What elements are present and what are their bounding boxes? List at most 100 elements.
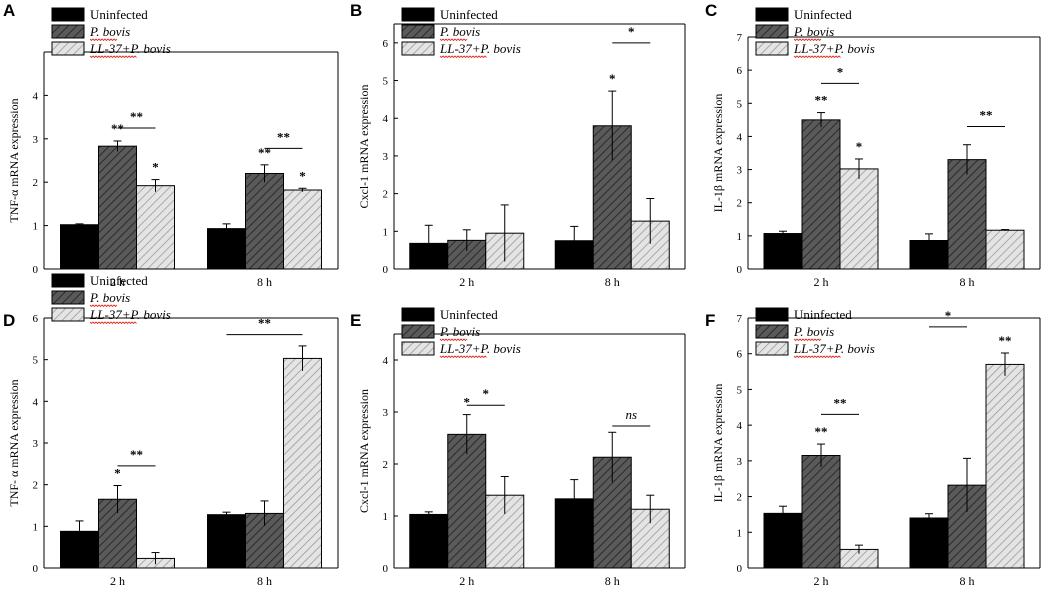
y-tick-label: 3	[33, 438, 39, 450]
y-tick-label: 1	[383, 226, 389, 238]
y-tick-label: 7	[737, 313, 743, 325]
bar-ll37-p-bovis	[283, 189, 322, 270]
bar-p-bovis	[447, 433, 487, 569]
bar-p-bovis	[245, 173, 284, 270]
y-tick-label: 5	[33, 355, 39, 367]
x-category-label: 2 h	[459, 275, 474, 289]
y-tick-label: 0	[33, 563, 39, 575]
comparison-label: **	[980, 107, 993, 122]
y-tick-label: 0	[383, 264, 389, 276]
significance-label: *	[114, 466, 121, 481]
bar-uninfected	[409, 513, 449, 569]
y-axis-label: Cxcl-1 mRNA expression	[357, 389, 371, 513]
legend-label-p-bovis: P. bovis	[439, 24, 480, 39]
legend-label-uninfected: Uninfected	[90, 7, 148, 22]
y-tick-label: 1	[33, 521, 39, 533]
y-tick-label: 4	[383, 355, 389, 367]
y-tick-label: 1	[737, 527, 743, 539]
significance-label: **	[111, 121, 124, 136]
y-tick-label: 5	[737, 98, 743, 110]
y-tick-label: 6	[737, 65, 743, 77]
bar-uninfected	[763, 512, 803, 569]
y-axis-label: Cxcl-1 mRNA expression	[357, 85, 371, 209]
comparison-label: *	[628, 24, 635, 39]
panel-letter: E	[350, 311, 361, 330]
legend: Uninfected P. bovis LL-37+P. bovis	[401, 7, 521, 59]
significance-label: **	[815, 424, 828, 439]
legend-label-ll37-p-bovis: LL-37+P. bovis	[439, 41, 521, 56]
y-tick-label: 5	[383, 76, 389, 88]
comparison-label: **	[834, 395, 847, 410]
bar-ll37-p-bovis	[985, 229, 1025, 270]
comparison-label: **	[258, 316, 271, 331]
legend-swatch-ll37-p-bovis	[401, 341, 435, 356]
y-tick-label: 5	[737, 384, 743, 396]
y-tick-label: 1	[383, 511, 389, 523]
y-tick-label: 2	[33, 177, 39, 189]
legend-label-p-bovis: P. bovis	[89, 290, 130, 305]
legend-swatch-uninfected	[755, 7, 789, 22]
legend-label-uninfected: Uninfected	[794, 307, 852, 322]
y-tick-label: 2	[383, 459, 389, 471]
y-axis-label: IL-1β mRNA expression	[711, 94, 725, 213]
significance-label: **	[258, 145, 271, 160]
legend-swatch-p-bovis	[51, 24, 85, 39]
legend-swatch-ll37-p-bovis	[51, 41, 85, 56]
bar-p-bovis	[801, 119, 841, 270]
legend-swatch-uninfected	[51, 273, 85, 288]
legend-swatch-uninfected	[51, 7, 85, 22]
bar-uninfected	[763, 233, 803, 270]
comparison-label: *	[837, 64, 844, 79]
x-category-label: 2 h	[814, 574, 829, 588]
spellcheck-underline	[89, 304, 118, 308]
significance-label: *	[152, 160, 159, 175]
y-tick-label: 3	[383, 151, 389, 163]
significance-label: **	[999, 333, 1012, 348]
y-tick-label: 1	[737, 231, 743, 243]
significance-label: *	[464, 395, 471, 410]
y-axis-label: TNF-α mRNA expression	[7, 98, 21, 222]
legend-swatch-p-bovis	[51, 290, 85, 305]
y-axis-label: TNF- α mRNA expression	[7, 379, 21, 506]
x-category-label: 8 h	[605, 275, 620, 289]
spellcheck-underline	[89, 321, 137, 325]
comparison-label: *	[483, 386, 490, 401]
y-tick-label: 0	[383, 563, 389, 575]
significance-label: *	[609, 71, 616, 86]
legend-swatch-ll37-p-bovis	[51, 307, 85, 322]
legend-swatch-uninfected	[755, 307, 789, 322]
bar-ll37-p-bovis	[136, 185, 175, 270]
y-tick-label: 4	[737, 420, 743, 432]
legend-label-ll37-p-bovis: LL-37+P. bovis	[793, 341, 875, 356]
y-tick-label: 3	[737, 456, 743, 468]
legend-swatch-uninfected	[401, 307, 435, 322]
bar-ll37-p-bovis	[283, 357, 322, 569]
legend-swatch-ll37-p-bovis	[401, 41, 435, 56]
bar-uninfected	[207, 514, 246, 569]
x-category-label: 2 h	[110, 574, 125, 588]
panel-letter: F	[705, 311, 715, 330]
bar-p-bovis	[801, 455, 841, 569]
legend: Uninfected P. bovis LL-37+P. bovis	[51, 273, 171, 325]
spellcheck-underline	[439, 338, 468, 342]
legend-label-ll37-p-bovis: LL-37+P. bovis	[89, 41, 171, 56]
spellcheck-underline	[89, 55, 137, 59]
legend: Uninfected P. bovis LL-37+P. bovis	[755, 307, 875, 359]
x-category-label: 2 h	[814, 275, 829, 289]
legend: Uninfected P. bovis LL-37+P. bovis	[51, 7, 171, 59]
y-tick-label: 2	[33, 480, 39, 492]
legend-label-ll37-p-bovis: LL-37+P. bovis	[89, 307, 171, 322]
x-category-label: 2 h	[459, 574, 474, 588]
spellcheck-underline	[89, 38, 118, 42]
legend-swatch-p-bovis	[401, 24, 435, 39]
x-category-label: 8 h	[257, 275, 272, 289]
comparison-label: *	[945, 308, 952, 323]
significance-label: *	[856, 139, 863, 154]
legend-label-p-bovis: P. bovis	[439, 324, 480, 339]
y-tick-label: 6	[33, 313, 39, 325]
y-axis-label: IL-1β mRNA expression	[711, 384, 725, 503]
legend-swatch-p-bovis	[755, 324, 789, 339]
x-category-label: 8 h	[605, 574, 620, 588]
